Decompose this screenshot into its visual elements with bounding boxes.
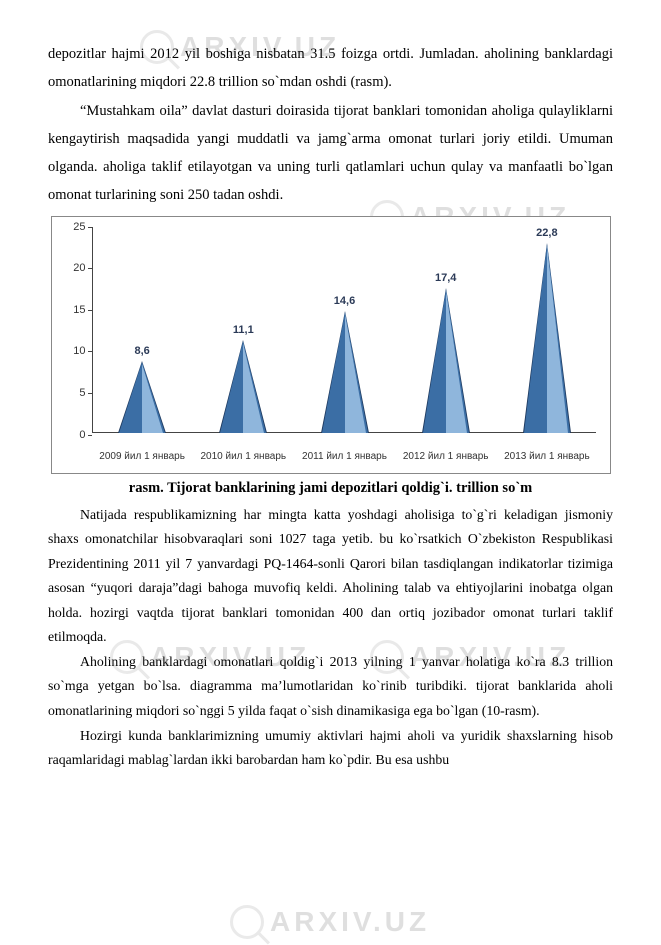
paragraph: depozitlar hajmi 2012 yil boshiga nisbat… (48, 40, 613, 97)
x-tick-label: 2010 йил 1 январь (198, 451, 288, 463)
bar-value-label: 11,1 (233, 324, 254, 336)
y-axis (92, 227, 93, 433)
x-tick-label: 2013 йил 1 январь (502, 451, 592, 463)
bar-value-label: 22,8 (536, 227, 557, 239)
x-tick-label: 2009 йил 1 январь (97, 451, 187, 463)
y-tick-label: 15 (73, 304, 91, 316)
x-tick-label: 2012 йил 1 январь (401, 451, 491, 463)
y-tick-label: 25 (73, 221, 91, 233)
y-tick-label: 20 (73, 262, 91, 274)
paragraph: Natijada respublikamizning har mingta ka… (48, 503, 613, 650)
y-tick-label: 10 (73, 345, 91, 357)
watermark: ARXIV.UZ (230, 905, 430, 939)
paragraph: Aholining banklardagi omonatlari qoldig`… (48, 650, 613, 724)
paragraph: Hozirgi kunda banklarimizning umumiy akt… (48, 724, 613, 773)
bar-value-label: 8,6 (134, 345, 149, 357)
y-tick-label: 0 (79, 429, 91, 441)
chart-caption: rasm. Tijorat banklarining jami depozitl… (48, 480, 613, 497)
bar-value-label: 17,4 (435, 272, 456, 284)
bar-value-label: 14,6 (334, 295, 355, 307)
x-tick-label: 2011 йил 1 январь (300, 451, 390, 463)
y-tick-label: 5 (79, 387, 91, 399)
paragraph: “Mustahkam oila” davlat dasturi doirasid… (48, 97, 613, 210)
deposits-chart: 0 5 10 15 20 25 2009 йил 1 январь 8,6 2010 йил 1… (51, 216, 611, 474)
